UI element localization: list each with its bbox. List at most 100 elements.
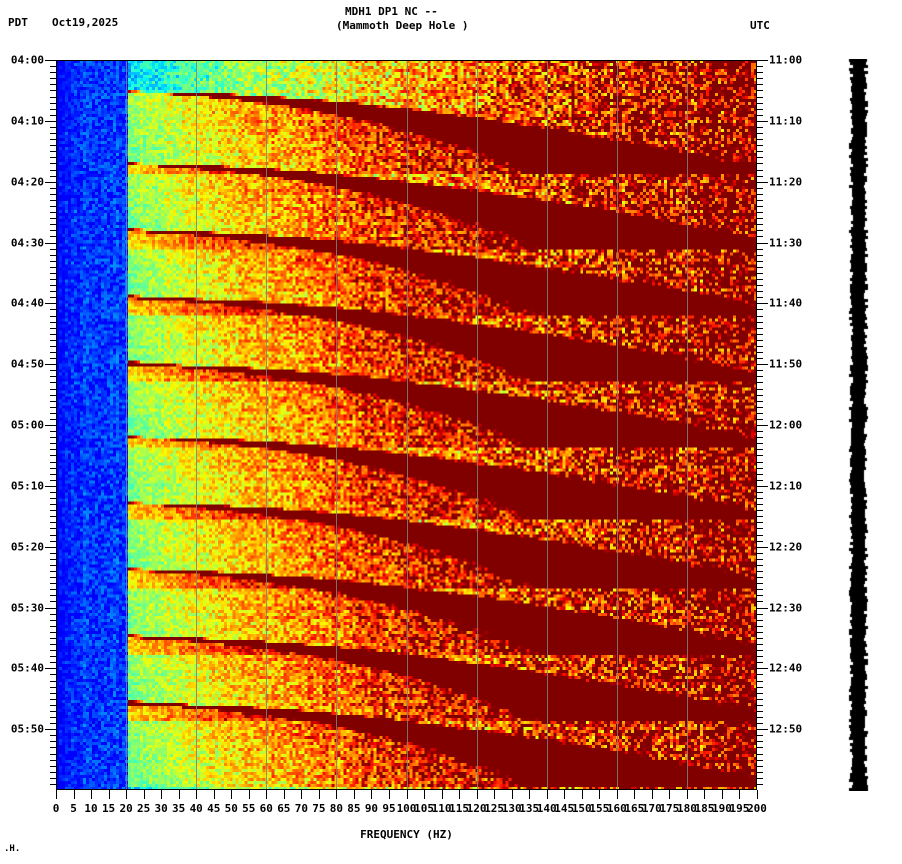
y-axis-minor-tick-left bbox=[50, 467, 56, 469]
y-axis-minor-tick-right bbox=[757, 272, 763, 274]
y-axis-minor-tick-left bbox=[50, 139, 56, 141]
y-axis-minor-tick-right bbox=[757, 279, 763, 280]
y-axis-minor-tick-left bbox=[50, 339, 56, 341]
x-axis-label: 105 bbox=[414, 802, 434, 815]
y-axis-minor-tick-left bbox=[50, 510, 56, 512]
y-axis-minor-tick-left bbox=[50, 388, 56, 390]
y-axis-minor-tick-left bbox=[50, 352, 56, 353]
y-axis-label-utc: 11:50 bbox=[769, 357, 803, 371]
date-label: Oct19,2025 bbox=[52, 16, 119, 29]
x-axis-tick bbox=[56, 790, 57, 799]
y-axis-major-tick-left bbox=[45, 425, 56, 426]
y-axis-minor-tick-left bbox=[50, 230, 56, 232]
y-axis-major-tick-left bbox=[45, 485, 56, 487]
x-axis-tick bbox=[353, 790, 355, 799]
y-axis-minor-tick-left bbox=[50, 199, 56, 201]
y-axis-label-utc: 12:00 bbox=[769, 418, 803, 432]
y-axis-label-pdt: 05:50 bbox=[10, 722, 44, 736]
y-axis-minor-tick-right bbox=[757, 218, 763, 220]
x-axis-tick bbox=[248, 790, 250, 799]
y-axis-minor-tick-left bbox=[50, 455, 56, 457]
y-axis-major-tick-left bbox=[45, 546, 56, 548]
y-axis-minor-tick-right bbox=[757, 601, 763, 603]
y-axis-major-tick-right bbox=[757, 120, 768, 122]
y-axis-minor-tick-right bbox=[757, 358, 763, 360]
y-axis-minor-tick-left bbox=[50, 552, 56, 554]
y-axis-minor-tick-right bbox=[757, 674, 763, 676]
x-axis-label: 115 bbox=[449, 802, 469, 815]
y-axis-label-utc: 11:30 bbox=[769, 236, 803, 249]
x-axis-tick bbox=[318, 790, 320, 799]
y-axis-minor-tick-right bbox=[757, 783, 763, 785]
y-axis-minor-tick-left bbox=[50, 157, 56, 159]
y-axis-minor-tick-left bbox=[50, 78, 56, 80]
x-axis-tick bbox=[704, 790, 706, 799]
y-axis-minor-tick-right bbox=[757, 777, 763, 779]
y-axis-minor-tick-right bbox=[757, 656, 763, 658]
x-axis-tick bbox=[564, 790, 566, 799]
y-axis-minor-tick-right bbox=[757, 631, 763, 633]
y-axis-minor-tick-right bbox=[757, 437, 763, 439]
y-axis-minor-tick-right bbox=[757, 577, 763, 579]
y-axis-minor-tick-left bbox=[50, 437, 56, 439]
x-axis-label: 165 bbox=[624, 802, 645, 815]
y-axis-minor-tick-left bbox=[50, 747, 56, 749]
y-axis-minor-tick-left bbox=[50, 108, 56, 110]
y-axis-major-tick-left bbox=[45, 303, 56, 305]
x-axis-tick bbox=[108, 790, 110, 799]
y-axis-minor-tick-right bbox=[757, 589, 763, 591]
y-axis-major-tick-right bbox=[757, 607, 768, 609]
y-axis-minor-tick-left bbox=[50, 735, 56, 737]
y-axis-minor-tick-left bbox=[50, 637, 56, 639]
y-axis-minor-tick-right bbox=[757, 400, 763, 402]
y-axis-minor-tick-right bbox=[757, 747, 763, 749]
x-axis-label: 30 bbox=[154, 802, 168, 815]
x-axis-tick bbox=[196, 790, 198, 799]
y-axis-minor-tick-right bbox=[757, 680, 763, 682]
x-axis-tick bbox=[721, 790, 723, 799]
y-axis-major-tick-left bbox=[45, 60, 56, 61]
y-axis-minor-tick-left bbox=[50, 266, 56, 268]
y-axis-minor-tick-left bbox=[50, 558, 56, 560]
y-axis-major-tick-right bbox=[757, 668, 768, 670]
y-axis-minor-tick-left bbox=[50, 662, 56, 664]
y-axis-minor-tick-left bbox=[50, 540, 56, 542]
y-axis-minor-tick-right bbox=[757, 352, 763, 353]
y-axis-minor-tick-right bbox=[757, 206, 763, 207]
y-axis-minor-tick-left bbox=[50, 644, 56, 645]
y-axis-minor-tick-left bbox=[50, 491, 56, 493]
y-axis-minor-tick-right bbox=[757, 741, 763, 743]
y-axis-minor-tick-right bbox=[757, 412, 763, 414]
x-axis-label: 120 bbox=[466, 802, 487, 815]
gridline-vertical bbox=[546, 60, 548, 790]
y-axis-minor-tick-right bbox=[757, 102, 763, 104]
spectrogram-plot[interactable]: 04:00 11:00 04:10 11:10 04:20 11:20 04:30 11:30… bbox=[11, 54, 802, 816]
x-axis-label: 75 bbox=[312, 802, 326, 815]
y-axis-minor-tick-right bbox=[757, 662, 763, 664]
x-axis-label: 160 bbox=[606, 802, 627, 815]
y-axis-minor-tick-right bbox=[757, 266, 763, 268]
x-axis-label: 200 bbox=[747, 802, 767, 815]
x-axis-label: 5 bbox=[70, 802, 77, 815]
y-axis-label-pdt: 04:10 bbox=[10, 114, 44, 128]
y-axis-minor-tick-right bbox=[757, 108, 763, 110]
y-axis-minor-tick-right bbox=[757, 309, 763, 311]
x-axis-label: 170 bbox=[641, 802, 662, 815]
y-axis-minor-tick-left bbox=[50, 358, 56, 360]
y-axis-label-pdt: 04:00 bbox=[10, 53, 44, 67]
y-axis-minor-tick-right bbox=[757, 291, 763, 293]
x-axis-tick bbox=[739, 790, 741, 799]
y-axis-label-pdt: 05:30 bbox=[10, 601, 44, 614]
y-axis-minor-tick-right bbox=[757, 461, 763, 463]
x-axis-label: 180 bbox=[676, 802, 697, 815]
y-axis-minor-tick-right bbox=[757, 224, 763, 226]
x-axis-tick bbox=[161, 790, 163, 799]
spectrogram-image bbox=[56, 60, 757, 790]
x-axis-tick bbox=[143, 790, 145, 799]
y-axis-major-tick-right bbox=[757, 729, 768, 731]
y-axis-minor-tick-left bbox=[50, 589, 56, 591]
y-axis-minor-tick-left bbox=[50, 163, 56, 165]
x-axis-tick bbox=[459, 790, 461, 799]
y-axis-label-utc: 12:10 bbox=[769, 479, 803, 493]
y-axis-minor-tick-right bbox=[757, 552, 763, 554]
